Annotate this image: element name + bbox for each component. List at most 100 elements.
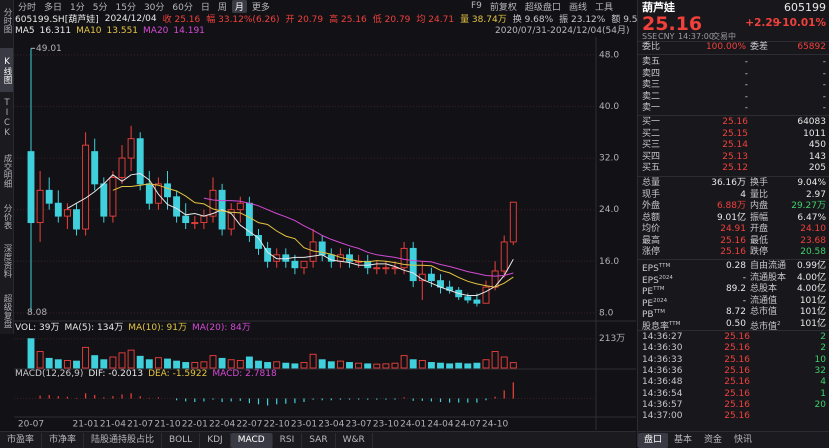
tool-button[interactable]: 工具: [594, 2, 613, 13]
stat-label: 涨停: [642, 247, 661, 257]
change: +2.29: [745, 17, 780, 29]
indicator-tab[interactable]: W&R: [336, 432, 373, 448]
candle-body: [173, 196, 181, 217]
indicator-tab[interactable]: 市净率: [42, 432, 85, 448]
volume-bar: [218, 357, 226, 369]
tool-button[interactable]: 画线: [568, 2, 587, 13]
x-tick-label: 20-07: [18, 420, 44, 430]
indicator-tab[interactable]: RSI: [273, 432, 303, 448]
x-tick-label: 23-04: [318, 420, 344, 430]
period-tab[interactable]: 60分: [172, 2, 193, 13]
indicator-tabs: 市盈率 市净率 陆股通持股占比 BOLL KDJ MACD RSI SAR W&R: [0, 431, 636, 448]
side-tab[interactable]: 深度资料: [2, 244, 12, 278]
indicator-tab[interactable]: KDJ: [200, 432, 231, 448]
volume-bar: [27, 338, 35, 369]
volume-bar: [164, 358, 171, 369]
quote-meta: 14:37:00: [678, 32, 714, 41]
indicator-tab[interactable]: 陆股通持股占比: [84, 432, 163, 448]
volume-bar: [300, 362, 308, 369]
tool-button[interactable]: 前复权: [489, 2, 517, 13]
ask-volume: -: [822, 103, 826, 113]
candle-body: [73, 209, 80, 230]
panel-tab[interactable]: 资金: [704, 434, 723, 445]
fund-value: 0.99亿: [796, 261, 826, 271]
indicator-tab[interactable]: SAR: [302, 432, 336, 448]
volume-bar: [236, 359, 244, 369]
period-tab[interactable]: 15分: [115, 2, 136, 13]
ma-legend: MA5 16.311 MA10 13.551 MA20 14.191: [15, 25, 205, 37]
volume-bar: [391, 362, 399, 369]
panel-tab[interactable]: 基本: [674, 434, 693, 445]
stat-label: 量比: [750, 189, 769, 200]
candle-body: [382, 267, 390, 270]
side-tab[interactable]: 超级复盘: [2, 294, 12, 328]
stat-value: 25.16: [720, 235, 746, 246]
candle-body: [500, 241, 508, 272]
info-item: 低 20.79: [372, 15, 411, 25]
candle-body: [291, 260, 299, 269]
period-tab[interactable]: 月: [231, 0, 247, 13]
candle-body: [227, 209, 235, 230]
x-tick-label: 24-01: [400, 420, 426, 430]
trade-volume: 20: [814, 399, 826, 410]
indicator-tab[interactable]: MACD: [230, 432, 273, 448]
x-tick-label: 22-10: [264, 420, 290, 430]
volume-bar: [382, 363, 390, 369]
volume-bar: [491, 351, 499, 369]
period-tab[interactable]: 分时: [18, 2, 37, 13]
indicator-tab[interactable]: 市盈率: [0, 432, 43, 448]
x-tick-label: 21-07: [127, 420, 153, 430]
x-tick-label: 23-01: [291, 420, 317, 430]
candle-body: [54, 202, 62, 217]
period-tab[interactable]: 30分: [143, 2, 165, 13]
ask-price: -: [744, 91, 748, 102]
info-item: 2024/12/04: [104, 13, 157, 24]
fund-value: 101亿: [799, 295, 826, 306]
candle-body: [191, 222, 199, 225]
ask-label: 卖五: [642, 57, 661, 67]
kline-chart: 8.0 16.0 24.0 32.0 40.0 48.0 49.01 8.08 213万 20-0…: [14, 37, 636, 430]
stat-label: 最高: [642, 235, 661, 246]
period-tab[interactable]: 日: [200, 2, 210, 13]
candle-body: [82, 144, 90, 230]
ask-label: 卖一: [642, 103, 661, 113]
trade-time: 14:36:33: [642, 354, 683, 365]
volume-bar: [355, 362, 363, 369]
candle-body: [482, 286, 490, 304]
stat-label: 总额: [642, 212, 661, 223]
bid-volume: 1011: [803, 128, 826, 139]
side-tab[interactable]: TICK: [2, 98, 12, 138]
volume-legend-item: MA(20): 84万: [191, 322, 251, 333]
tool-button[interactable]: 超级盘口: [524, 2, 561, 13]
period-tab[interactable]: 1分: [70, 2, 85, 13]
tool-button[interactable]: F9: [471, 1, 482, 11]
period-tab[interactable]: 多日: [44, 2, 63, 13]
candle-body: [91, 151, 99, 185]
side-tab[interactable]: 成交明细: [2, 154, 12, 188]
info-item: 额 9.57亿: [611, 15, 653, 25]
order-label: 委差: [750, 42, 769, 52]
change-pct: +10.01%: [773, 17, 826, 29]
fund-label: 总市值2: [750, 320, 781, 332]
candle-body: [36, 189, 44, 224]
candle-body: [427, 273, 435, 282]
volume-bar: [346, 362, 353, 369]
info-bar: 605199.SH[葫芦娃] 2024/12/04 收 25.16 幅 33.12%(…: [15, 12, 653, 26]
trade-price: 25.16: [724, 377, 750, 388]
indicator-tab[interactable]: BOLL: [162, 432, 201, 448]
side-tab[interactable]: K线图: [0, 48, 13, 92]
candle-body: [109, 176, 117, 217]
period-tab[interactable]: 周: [217, 2, 227, 13]
volume-bar: [191, 362, 199, 369]
period-tab[interactable]: 更多: [251, 2, 270, 13]
panel-tab[interactable]: 盘口: [638, 432, 669, 448]
side-tab[interactable]: 分时图: [2, 8, 12, 34]
trade-volume: 32: [814, 365, 826, 376]
candle-body: [63, 209, 71, 217]
panel-tab[interactable]: 快讯: [734, 434, 753, 445]
x-tick-label: 23-10: [373, 420, 399, 430]
side-tab[interactable]: 分价表: [2, 204, 12, 230]
fund-label: EPSTTM: [642, 263, 671, 274]
period-tab[interactable]: 5分: [92, 2, 108, 13]
volume-bar: [45, 357, 53, 369]
